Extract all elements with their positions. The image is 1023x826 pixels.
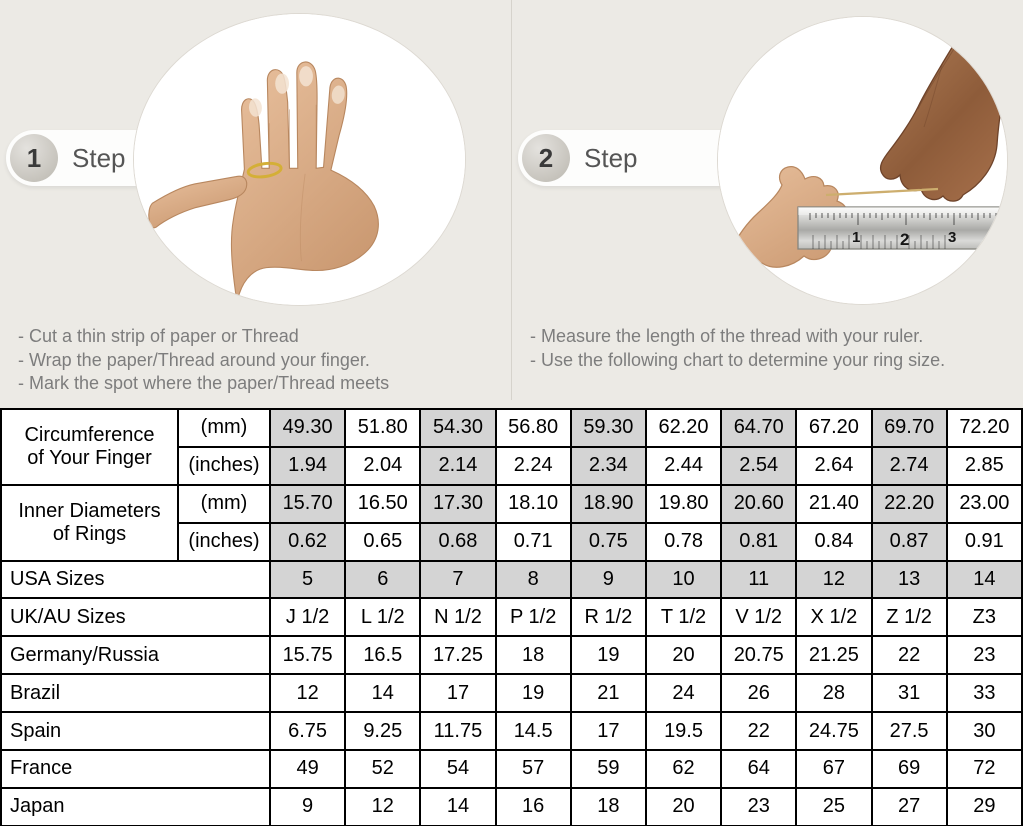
svg-text:2: 2 — [900, 230, 909, 249]
svg-text:3: 3 — [948, 229, 956, 246]
svg-text:1: 1 — [852, 229, 860, 246]
